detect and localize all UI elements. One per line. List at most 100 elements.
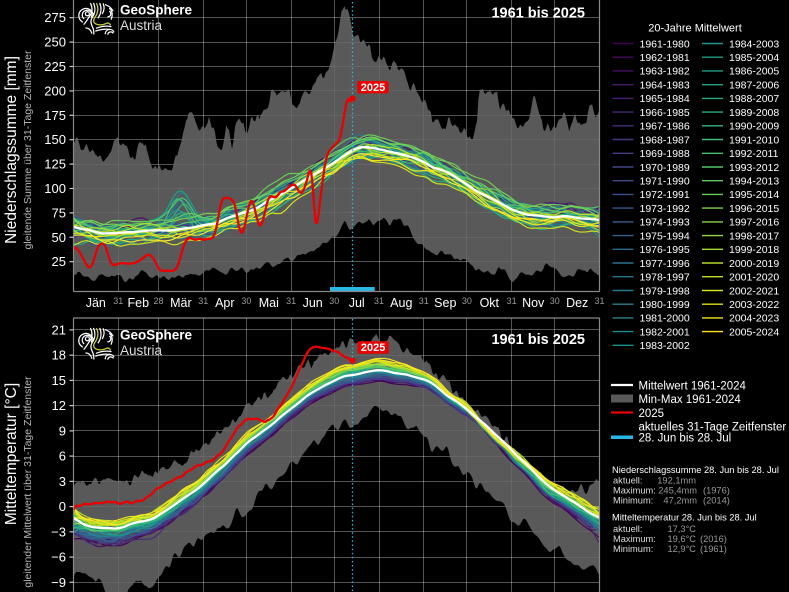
svg-text:(1961): (1961) bbox=[700, 544, 727, 554]
svg-text:(2014): (2014) bbox=[703, 496, 730, 506]
svg-text:1974-1993: 1974-1993 bbox=[640, 217, 690, 229]
svg-text:250: 250 bbox=[44, 35, 66, 50]
svg-text:1961 bis 2025: 1961 bis 2025 bbox=[491, 332, 585, 348]
svg-text:1993-2012: 1993-2012 bbox=[729, 162, 779, 174]
svg-text:1983-2002: 1983-2002 bbox=[640, 340, 690, 352]
svg-text:Austria: Austria bbox=[120, 343, 163, 358]
svg-text:1988-2007: 1988-2007 bbox=[729, 93, 779, 105]
svg-text:Apr: Apr bbox=[215, 296, 234, 310]
svg-text:Okt: Okt bbox=[480, 296, 500, 310]
svg-text:2005-2024: 2005-2024 bbox=[729, 326, 779, 338]
svg-text:1961-1980: 1961-1980 bbox=[640, 38, 690, 50]
svg-text:1999-2018: 1999-2018 bbox=[729, 244, 779, 256]
svg-text:1962-1981: 1962-1981 bbox=[640, 52, 690, 64]
svg-text:1967-1986: 1967-1986 bbox=[640, 121, 690, 133]
svg-text:1994-2013: 1994-2013 bbox=[729, 176, 779, 188]
svg-text:2025: 2025 bbox=[361, 82, 385, 94]
svg-text:75: 75 bbox=[52, 205, 66, 220]
svg-text:Niederschlagssumme [mm]: Niederschlagssumme [mm] bbox=[3, 56, 20, 244]
svg-text:31: 31 bbox=[286, 296, 296, 306]
svg-text:Mitteltemperatur [°C]: Mitteltemperatur [°C] bbox=[3, 383, 20, 525]
svg-text:50: 50 bbox=[52, 230, 66, 245]
svg-text:1968-1987: 1968-1987 bbox=[640, 134, 690, 146]
svg-text:Jun: Jun bbox=[303, 296, 323, 310]
svg-text:−6: −6 bbox=[51, 550, 66, 565]
svg-text:30: 30 bbox=[329, 296, 339, 306]
svg-text:Mittelwert 1961-2024: Mittelwert 1961-2024 bbox=[639, 380, 747, 392]
svg-text:150: 150 bbox=[44, 132, 66, 147]
svg-text:1964-1983: 1964-1983 bbox=[640, 80, 690, 92]
svg-text:Minimum:: Minimum: bbox=[613, 544, 653, 554]
svg-text:1981-2000: 1981-2000 bbox=[640, 313, 690, 325]
svg-text:−9: −9 bbox=[51, 575, 66, 590]
svg-text:1984-2003: 1984-2003 bbox=[729, 38, 779, 50]
svg-text:245,4mm: 245,4mm bbox=[658, 486, 697, 496]
svg-text:1977-1996: 1977-1996 bbox=[640, 258, 690, 270]
svg-text:1973-1992: 1973-1992 bbox=[640, 203, 690, 215]
svg-text:1963-1982: 1963-1982 bbox=[640, 66, 690, 78]
svg-text:25: 25 bbox=[52, 254, 66, 269]
svg-text:28: 28 bbox=[153, 296, 163, 306]
svg-text:1998-2017: 1998-2017 bbox=[729, 230, 779, 242]
svg-text:Mär: Mär bbox=[170, 296, 192, 310]
svg-text:1970-1989: 1970-1989 bbox=[640, 162, 690, 174]
svg-text:31: 31 bbox=[374, 296, 384, 306]
svg-text:2004-2023: 2004-2023 bbox=[729, 313, 779, 325]
svg-text:100: 100 bbox=[44, 181, 66, 196]
svg-text:31: 31 bbox=[113, 296, 123, 306]
svg-text:2025: 2025 bbox=[361, 342, 385, 354]
svg-text:1982-2001: 1982-2001 bbox=[640, 326, 690, 338]
svg-text:2001-2020: 2001-2020 bbox=[729, 272, 779, 284]
svg-text:Aug: Aug bbox=[390, 296, 412, 310]
svg-text:275: 275 bbox=[44, 10, 66, 25]
svg-text:12,9°C: 12,9°C bbox=[667, 544, 696, 554]
svg-text:(1976): (1976) bbox=[703, 486, 730, 496]
svg-text:1969-1988: 1969-1988 bbox=[640, 148, 690, 160]
svg-text:19,6°C: 19,6°C bbox=[667, 534, 696, 544]
svg-text:Maximum:: Maximum: bbox=[613, 534, 656, 544]
svg-text:Sep: Sep bbox=[434, 296, 456, 310]
svg-text:aktuelles 31-Tage Zeitfenster: aktuelles 31-Tage Zeitfenster bbox=[639, 421, 787, 433]
svg-text:1980-1999: 1980-1999 bbox=[640, 299, 690, 311]
svg-text:1997-2016: 1997-2016 bbox=[729, 217, 779, 229]
svg-text:1979-1998: 1979-1998 bbox=[640, 285, 690, 297]
svg-text:31: 31 bbox=[507, 296, 517, 306]
svg-text:Jän: Jän bbox=[86, 296, 106, 310]
svg-text:9: 9 bbox=[59, 423, 66, 438]
svg-text:12: 12 bbox=[52, 398, 66, 413]
svg-text:Mai: Mai bbox=[259, 296, 279, 310]
svg-text:Min-Max 1961-2024: Min-Max 1961-2024 bbox=[639, 394, 742, 406]
svg-text:1991-2010: 1991-2010 bbox=[729, 134, 779, 146]
svg-text:1976-1995: 1976-1995 bbox=[640, 244, 690, 256]
svg-text:1990-2009: 1990-2009 bbox=[729, 121, 779, 133]
svg-text:1996-2015: 1996-2015 bbox=[729, 203, 779, 215]
svg-text:1975-1994: 1975-1994 bbox=[640, 230, 690, 242]
svg-text:200: 200 bbox=[44, 83, 66, 98]
svg-text:1972-1991: 1972-1991 bbox=[640, 189, 690, 201]
svg-text:Nov: Nov bbox=[522, 296, 545, 310]
svg-text:225: 225 bbox=[44, 59, 66, 74]
svg-text:1961 bis 2025: 1961 bis 2025 bbox=[491, 6, 585, 22]
svg-text:31: 31 bbox=[198, 296, 208, 306]
svg-text:1989-2008: 1989-2008 bbox=[729, 107, 779, 119]
svg-text:192,1mm: 192,1mm bbox=[657, 476, 696, 486]
svg-text:1987-2006: 1987-2006 bbox=[729, 80, 779, 92]
svg-text:1986-2005: 1986-2005 bbox=[729, 66, 779, 78]
svg-text:aktuell:: aktuell: bbox=[613, 524, 642, 534]
svg-text:aktuell:: aktuell: bbox=[613, 476, 642, 486]
svg-text:20-Jahre Mittelwert: 20-Jahre Mittelwert bbox=[648, 23, 742, 35]
svg-text:1965-1984: 1965-1984 bbox=[640, 93, 690, 105]
svg-text:31: 31 bbox=[419, 296, 429, 306]
svg-text:21: 21 bbox=[52, 322, 66, 337]
svg-text:GeoSphere: GeoSphere bbox=[120, 328, 193, 343]
svg-text:175: 175 bbox=[44, 108, 66, 123]
svg-text:1971-1990: 1971-1990 bbox=[640, 176, 690, 188]
svg-text:Dez: Dez bbox=[566, 296, 588, 310]
svg-text:1992-2011: 1992-2011 bbox=[729, 148, 779, 160]
svg-text:47,2mm: 47,2mm bbox=[663, 496, 697, 506]
svg-text:gleitender Mittelwert über 31-: gleitender Mittelwert über 31-Tage Zeitf… bbox=[22, 376, 34, 588]
svg-text:1995-2014: 1995-2014 bbox=[729, 189, 779, 201]
svg-text:1966-1985: 1966-1985 bbox=[640, 107, 690, 119]
svg-text:0: 0 bbox=[59, 499, 66, 514]
svg-text:2000-2019: 2000-2019 bbox=[729, 258, 779, 270]
